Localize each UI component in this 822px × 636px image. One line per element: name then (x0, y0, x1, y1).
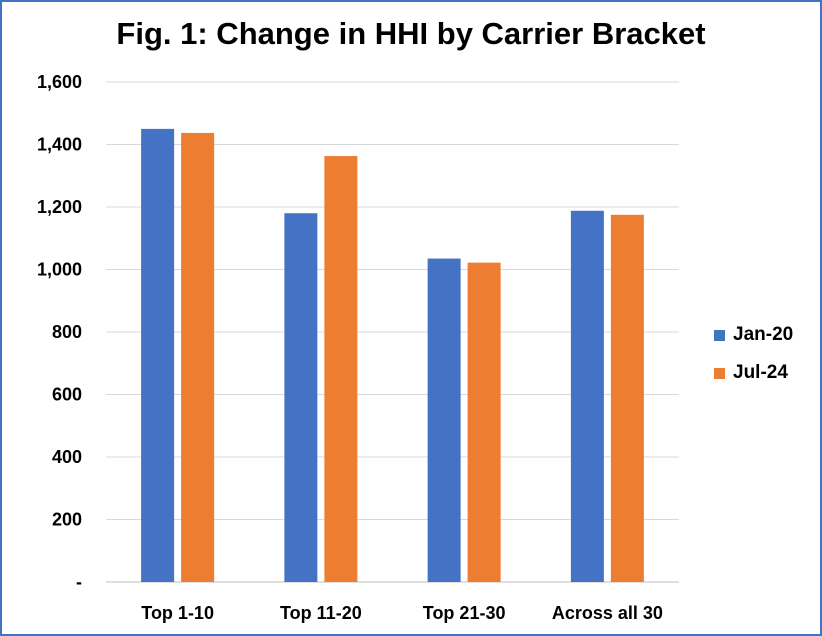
y-tick-label: 200 (52, 510, 82, 530)
legend-label-jan-20: Jan-20 (733, 324, 794, 345)
x-tick-label: Across all 30 (552, 603, 663, 623)
bar (181, 132, 215, 582)
legend-label-jul-24: Jul-24 (733, 362, 788, 383)
y-tick-label: 1,400 (37, 135, 82, 155)
y-tick-label: - (76, 572, 82, 592)
bar (467, 262, 501, 582)
chart-legend: Jan-20 Jul-24 (714, 316, 793, 392)
bar (141, 128, 175, 582)
x-tick-label: Top 21-30 (423, 603, 506, 623)
legend-swatch-jul-24 (714, 367, 725, 379)
y-tick-label: 800 (52, 322, 82, 342)
x-tick-label: Top 11-20 (280, 603, 362, 623)
y-tick-label: 1,200 (37, 197, 82, 217)
bar (610, 214, 644, 582)
y-tick-label: 1,000 (37, 260, 82, 280)
legend-item-jul-24: Jul-24 (714, 354, 793, 392)
bar (324, 156, 358, 582)
legend-item-jan-20: Jan-20 (714, 316, 793, 354)
bar (427, 258, 461, 582)
legend-swatch-jan-20 (714, 329, 725, 341)
bar (284, 213, 318, 582)
chart-title: Fig. 1: Change in HHI by Carrier Bracket (116, 16, 706, 51)
y-tick-label: 1,600 (37, 72, 82, 92)
y-tick-label: 400 (52, 447, 82, 467)
bar (570, 210, 604, 582)
x-tick-label: Top 1-10 (141, 603, 214, 623)
y-tick-label: 600 (52, 385, 82, 405)
